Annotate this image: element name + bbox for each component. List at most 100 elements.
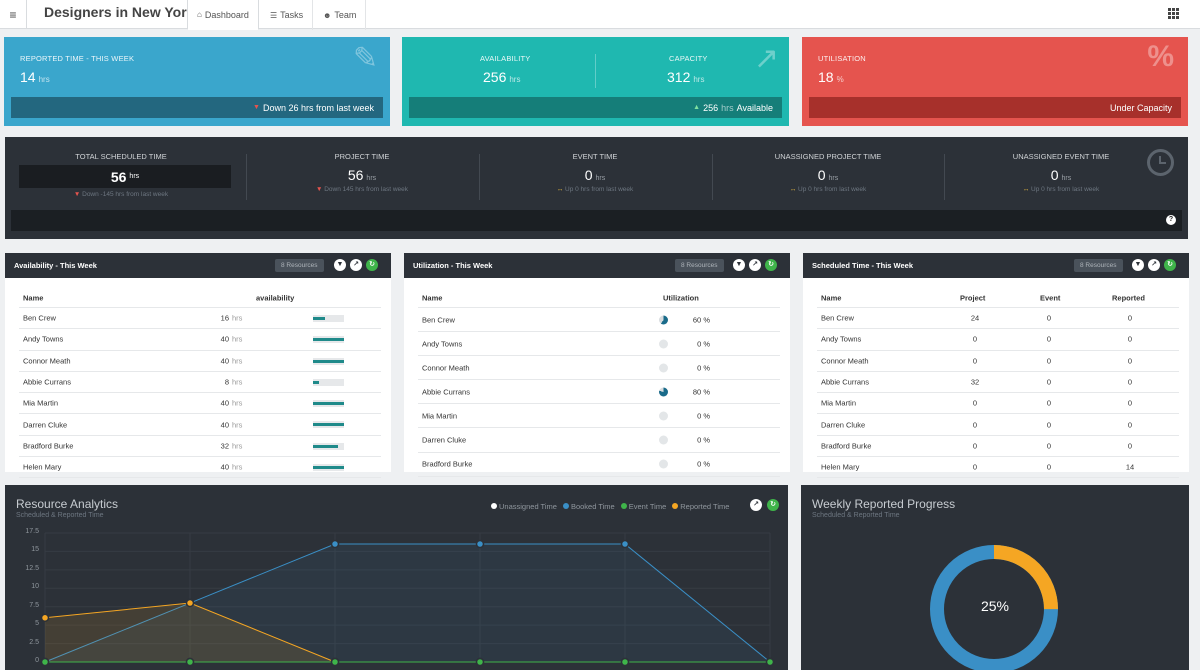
row-event: 0 [1046, 334, 1052, 344]
row-name: Darren Cluke [23, 420, 68, 430]
row-name: Ben Crew [23, 313, 56, 323]
data-point[interactable] [185, 598, 195, 608]
grid-apps-icon[interactable] [1168, 8, 1179, 19]
table-row[interactable]: Abbie Currans 32 0 0 [817, 372, 1179, 394]
refresh-icon[interactable]: ↻ [765, 259, 777, 271]
kpi-reported-time: REPORTED TIME - THIS WEEK 14 hrs ✎ ▼ Down … [4, 37, 390, 126]
data-point[interactable] [475, 539, 485, 549]
row-event: 0 [1046, 441, 1052, 451]
donut-percent-label: 25% [980, 598, 1010, 614]
data-point[interactable] [620, 539, 630, 549]
refresh-icon[interactable]: ↻ [366, 259, 378, 271]
kpi-availability-capacity: AVAILABILITY 256 hrs CAPACITY 312 hrs ↗ ▲ 2… [402, 37, 789, 126]
availability-bar-fill [313, 380, 319, 384]
availability-bar [313, 464, 344, 472]
list-icon: ☰ [270, 10, 278, 20]
row-unit: hrs [232, 441, 243, 451]
row-name: Bradford Burke [821, 441, 872, 451]
filter-icon[interactable]: ▼ [733, 259, 745, 271]
table-row[interactable]: Andy Towns 40 hrs [19, 329, 381, 351]
table-row[interactable]: Darren Cluke 40 hrs [19, 414, 381, 436]
table-row[interactable]: Abbie Currans 8 hrs [19, 372, 381, 394]
panel-title: Availability - This Week [14, 261, 97, 270]
table-row[interactable]: Connor Meath 0 % [418, 356, 780, 381]
summary-project-time: PROJECT TIME 56 hrs ▼ Down 145 hrs from l… [246, 152, 478, 193]
resources-badge[interactable]: 8 Resources [275, 259, 324, 272]
legend-item[interactable]: Reported Time [672, 502, 729, 511]
row-unit: hrs [232, 420, 243, 430]
table-row[interactable]: Connor Meath 40 hrs [19, 351, 381, 372]
y-tick-label: 10 [31, 583, 39, 591]
scheduled-table: Name Project Event Reported Ben Crew 24 0 0… [817, 288, 1179, 479]
filter-icon[interactable]: ▼ [1132, 259, 1144, 271]
data-point[interactable] [620, 657, 630, 667]
resources-badge[interactable]: 8 Resources [1074, 259, 1123, 272]
summary-divider [479, 154, 480, 200]
row-name: Helen Mary [821, 462, 860, 472]
table-row[interactable]: Mia Martin 40 hrs [19, 393, 381, 415]
legend-item[interactable]: Event Time [620, 502, 667, 511]
row-percent: 0 % [697, 411, 710, 421]
kpi-footer: Under Capacity [809, 97, 1181, 118]
row-name: Andy Towns [422, 339, 463, 349]
tab-tasks[interactable]: ☰ Tasks [261, 0, 314, 30]
row-percent: 0 % [697, 339, 710, 349]
legend-label: Event Time [628, 502, 667, 511]
expand-icon[interactable]: ↗ [749, 259, 761, 271]
data-point[interactable] [185, 657, 195, 667]
table-row[interactable]: Darren Cluke 0 % [418, 428, 780, 453]
table-row[interactable]: Ben Crew 16 hrs [19, 308, 381, 330]
kpi-value-capacity: 312 hrs [667, 69, 705, 85]
legend-item[interactable]: Booked Time [562, 502, 615, 511]
table-row[interactable]: Ben Crew 24 0 0 [817, 308, 1179, 330]
data-point[interactable] [40, 657, 50, 667]
table-row[interactable]: Abbie Currans 80 % [418, 380, 780, 405]
table-row[interactable]: Andy Towns 0 % [418, 332, 780, 357]
panel-header: Utilization - This Week 8 Resources ▼ ↗ … [404, 253, 790, 278]
data-point[interactable] [475, 657, 485, 667]
table-header: Name Utilization [418, 288, 780, 308]
help-icon[interactable]: ? [1166, 215, 1176, 225]
table-row[interactable]: Bradford Burke 32 hrs [19, 436, 381, 458]
users-icon: ☻ [323, 10, 332, 20]
table-row[interactable]: Darren Cluke 0 0 0 [817, 414, 1179, 436]
table-row[interactable]: Mia Martin 0 % [418, 404, 780, 429]
data-point[interactable] [330, 539, 340, 549]
legend-dot [672, 503, 679, 509]
progress-title: Weekly Reported Progress [812, 497, 956, 511]
resource-analytics-panel: Resource Analytics Scheduled & Reported … [5, 485, 788, 670]
table-row[interactable]: Andy Towns 0 0 0 [817, 329, 1179, 351]
table-row[interactable]: Helen Mary 40 hrs [19, 457, 381, 479]
filter-icon[interactable]: ▼ [334, 259, 346, 271]
table-row[interactable]: Bradford Burke 0 % [418, 453, 780, 477]
data-point[interactable] [765, 657, 775, 667]
row-name: Abbie Currans [422, 387, 470, 397]
summary-change: ▼ Down 145 hrs from last week [315, 186, 409, 193]
table-row[interactable]: Mia Martin 0 0 0 [817, 393, 1179, 415]
resources-badge[interactable]: 8 Resources [675, 259, 724, 272]
availability-bar [313, 336, 344, 344]
table-row[interactable]: Ben Crew 60 % [418, 308, 780, 333]
availability-bar-fill [313, 317, 325, 320]
refresh-icon[interactable]: ↻ [767, 499, 779, 511]
table-row[interactable]: Connor Meath 0 0 0 [817, 351, 1179, 372]
table-row[interactable]: Helen Mary 0 0 14 [817, 457, 1179, 479]
data-point[interactable] [40, 613, 50, 623]
summary-divider [944, 154, 945, 200]
expand-icon[interactable]: ↗ [350, 259, 362, 271]
row-percent: 0 % [697, 435, 710, 445]
menu-collapse-icon[interactable]: ≡ [0, 0, 27, 29]
table-row[interactable]: Bradford Burke 0 0 0 [817, 436, 1179, 458]
row-name: Helen Mary [23, 462, 62, 472]
utilization-panel: Utilization - This Week 8 Resources ▼ ↗ … [404, 253, 790, 477]
tab-team[interactable]: ☻ Team [314, 0, 367, 30]
tab-dashboard[interactable]: ⌂ Dashboard [187, 0, 259, 30]
refresh-icon[interactable]: ↻ [1164, 259, 1176, 271]
row-reported: 0 [1127, 334, 1133, 344]
expand-icon[interactable]: ↗ [750, 499, 762, 511]
row-unit: hrs [232, 356, 243, 366]
row-project: 0 [972, 334, 978, 344]
expand-icon[interactable]: ↗ [1148, 259, 1160, 271]
data-point[interactable] [330, 657, 340, 667]
legend-item[interactable]: Unassigned Time [491, 502, 557, 511]
